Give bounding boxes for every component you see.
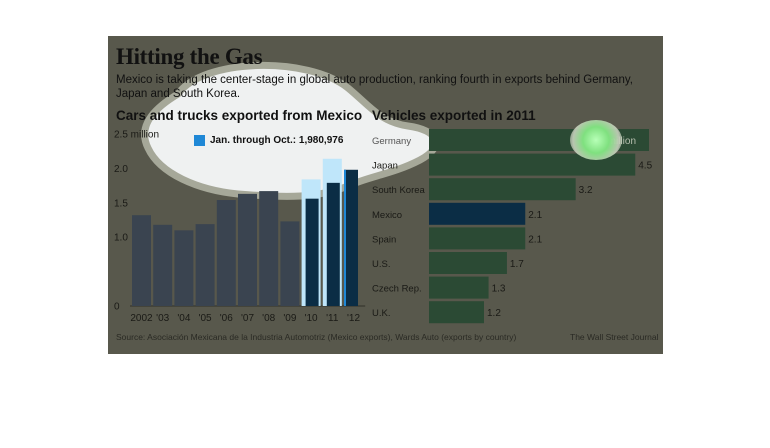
legend-label: Jan. through Oct.: 1,980,976 bbox=[210, 135, 344, 146]
y-tick-label: 1.5 bbox=[114, 198, 128, 209]
y-tick-label: 0 bbox=[114, 302, 120, 313]
x-tick-label: '07 bbox=[241, 313, 254, 324]
exports-bar-chart: 0 1.0 1.5 2.0 2.5 million 2002'03 '04 '05 '06 '07… bbox=[114, 130, 366, 324]
hbar-japan bbox=[429, 153, 636, 176]
left-chart-heading: Cars and trucks exported from Mexico bbox=[116, 108, 363, 123]
hbar-mexico bbox=[429, 202, 526, 225]
hbar-u-s- bbox=[429, 252, 507, 274]
bar-'03 bbox=[153, 224, 173, 306]
x-tick-label: '10 bbox=[305, 313, 318, 324]
chart-subtitle: Mexico is taking the center-stage in glo… bbox=[116, 74, 633, 100]
value-label: 1.3 bbox=[492, 284, 506, 295]
country-label: U.K. bbox=[372, 308, 390, 319]
x-tick-label: '11 bbox=[326, 313, 339, 324]
partial-bar-'12 bbox=[344, 169, 358, 306]
credit: The Wall Street Journal bbox=[570, 332, 659, 342]
y-tick-label: 1.0 bbox=[114, 233, 128, 244]
bar-'04 bbox=[174, 230, 194, 306]
country-label: Germany bbox=[372, 136, 411, 147]
x-tick-label: 2002 bbox=[130, 313, 153, 324]
partial-bar-edge bbox=[344, 169, 346, 306]
hbar-spain bbox=[429, 227, 526, 250]
x-tick-label: '06 bbox=[220, 313, 233, 324]
y-tick-label: 2.5 million bbox=[114, 130, 159, 141]
source-note: Source: Asociación Mexicana de la Indust… bbox=[116, 332, 517, 342]
bar-'09 bbox=[280, 221, 300, 306]
x-tick-label: '04 bbox=[177, 313, 190, 324]
x-tick-label: '12 bbox=[347, 313, 360, 324]
country-label: U.S. bbox=[372, 259, 390, 270]
bar-'08 bbox=[259, 191, 279, 306]
value-label: 3.2 bbox=[579, 185, 593, 196]
legend: Jan. through Oct.: 1,980,976 bbox=[194, 135, 343, 146]
hbar-south-korea bbox=[429, 178, 576, 201]
hbar-czech-rep- bbox=[429, 276, 489, 299]
value-label: 2.1 bbox=[528, 234, 542, 245]
chart-title: Hitting the Gas bbox=[116, 44, 263, 69]
highlight-blob bbox=[141, 61, 440, 200]
partial-bar-'11 bbox=[326, 182, 340, 306]
legend-swatch bbox=[194, 135, 205, 146]
x-tick-label: '03 bbox=[156, 313, 169, 324]
right-chart-heading: Vehicles exported in 2011 bbox=[372, 108, 536, 123]
value-label: 2.1 bbox=[528, 210, 542, 221]
value-label: 1.7 bbox=[510, 259, 524, 270]
charts-svg: 0 1.0 1.5 2.0 2.5 million 2002'03 '04 '05 '06 '07… bbox=[114, 61, 653, 324]
value-label: 4.8 million bbox=[591, 136, 636, 147]
bar-'05 bbox=[195, 224, 215, 306]
country-label: South Korea bbox=[372, 185, 426, 196]
bar-'07 bbox=[238, 193, 257, 306]
bar-2002 bbox=[132, 215, 151, 306]
hbar-u-k- bbox=[429, 301, 484, 324]
x-tick-label: '05 bbox=[199, 313, 212, 324]
x-tick-label: '09 bbox=[283, 313, 296, 324]
bar-'06 bbox=[216, 200, 236, 306]
country-label: Czech Rep. bbox=[372, 284, 422, 295]
chart-panel: 0 1.0 1.5 2.0 2.5 million 2002'03 '04 '05 '06 '07… bbox=[108, 36, 663, 354]
partial-bar-'10 bbox=[305, 198, 319, 306]
country-label: Spain bbox=[372, 234, 396, 245]
y-tick-label: 2.0 bbox=[114, 164, 128, 175]
country-label: Japan bbox=[372, 161, 398, 172]
x-tick-label: '08 bbox=[262, 313, 275, 324]
value-label: 4.5 bbox=[638, 161, 652, 172]
country-label: Mexico bbox=[372, 210, 402, 221]
value-label: 1.2 bbox=[487, 308, 501, 319]
